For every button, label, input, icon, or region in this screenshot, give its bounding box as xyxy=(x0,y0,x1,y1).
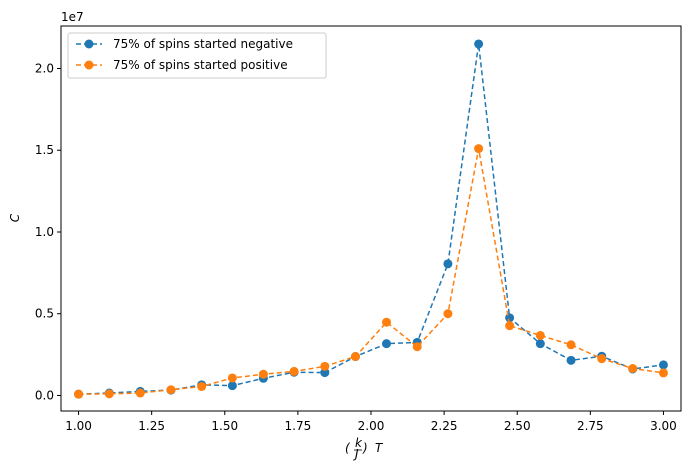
data-point-0 xyxy=(443,259,453,269)
legend-marker-positive xyxy=(84,60,94,70)
data-point-1 xyxy=(289,366,299,376)
data-point-1 xyxy=(566,340,576,350)
data-point-1 xyxy=(135,388,145,398)
data-point-0 xyxy=(535,339,545,349)
svg-text:(: ( xyxy=(345,441,351,455)
y-axis-label: C xyxy=(8,213,22,222)
data-point-1 xyxy=(74,389,84,399)
data-point-1 xyxy=(104,389,114,399)
data-point-0 xyxy=(474,39,484,49)
data-point-1 xyxy=(351,352,360,362)
series-layer xyxy=(74,39,668,399)
svg-text:): ) xyxy=(362,441,368,455)
data-point-0 xyxy=(505,313,515,323)
x-tick-label: 2.50 xyxy=(504,419,531,433)
axis-layer: 1.00 1.25 1.50 1.75 2.00 2.25 2.50 2.75 3.00 0.0 0… xyxy=(35,62,677,433)
y-tick-label: 0.5 xyxy=(35,307,54,321)
data-point-1 xyxy=(505,321,515,331)
data-point-0 xyxy=(227,381,237,391)
x-tick-label: 1.50 xyxy=(211,419,238,433)
y-tick-label: 1.5 xyxy=(35,143,54,157)
data-point-0 xyxy=(382,339,391,349)
data-point-0 xyxy=(566,355,576,365)
data-point-1 xyxy=(658,368,668,378)
x-tick-label: 1.25 xyxy=(138,419,165,433)
data-point-1 xyxy=(227,373,237,383)
x-tick-label: 2.25 xyxy=(431,419,458,433)
legend: 75% of spins started negative 75% of spi… xyxy=(67,32,327,79)
data-point-1 xyxy=(197,381,207,391)
data-point-0 xyxy=(320,368,330,378)
data-point-1 xyxy=(628,363,638,373)
y-tick-label: 2.0 xyxy=(35,62,54,76)
data-point-1 xyxy=(443,309,453,319)
legend-label-positive: 75% of spins started positive xyxy=(113,58,288,72)
data-point-1 xyxy=(535,330,545,340)
data-point-1 xyxy=(166,385,176,395)
x-tick-label: 2.00 xyxy=(358,419,385,433)
x-tick-label: 1.00 xyxy=(65,419,92,433)
x-tick-label: 3.00 xyxy=(650,419,677,433)
data-point-1 xyxy=(474,144,484,154)
data-point-0 xyxy=(658,360,668,370)
svg-text:k: k xyxy=(355,436,363,450)
y-tick-label: 1.0 xyxy=(35,225,54,239)
data-point-1 xyxy=(320,361,330,371)
x-axis-label: ( k J ) T xyxy=(345,436,384,461)
legend-label-negative: 75% of spins started negative xyxy=(113,37,293,51)
legend-marker-negative xyxy=(84,39,94,49)
legend-box xyxy=(67,32,327,79)
data-point-1 xyxy=(597,354,607,364)
data-point-1 xyxy=(258,369,268,379)
data-point-1 xyxy=(412,342,422,352)
series-line-0 xyxy=(78,43,664,395)
series-line-1 xyxy=(78,148,664,395)
x-tick-label: 1.75 xyxy=(285,419,312,433)
svg-text:T: T xyxy=(375,441,384,455)
data-point-1 xyxy=(382,317,391,327)
svg-text:J: J xyxy=(353,447,359,461)
x-tick-label: 2.75 xyxy=(577,419,604,433)
y-tick-label: 0.0 xyxy=(35,388,54,402)
y-offset-label: 1e7 xyxy=(61,10,84,24)
